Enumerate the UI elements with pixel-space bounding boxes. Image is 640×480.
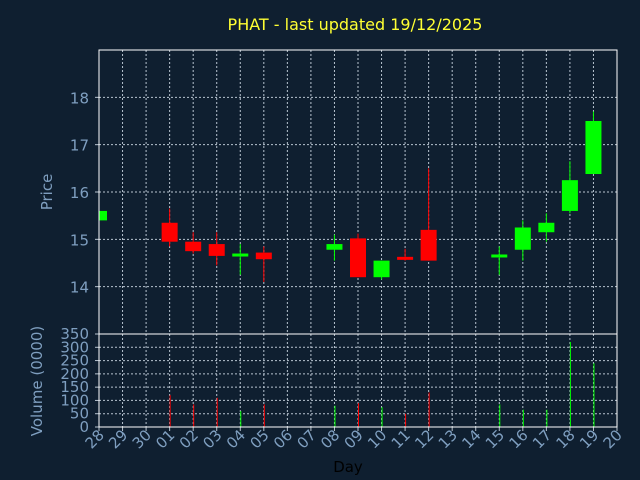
candle-body <box>514 227 531 250</box>
x-tick-label: 03 <box>199 426 225 452</box>
candle-body <box>232 253 249 257</box>
candle-body <box>350 238 366 278</box>
price-tick-label: 16 <box>70 184 89 202</box>
volume-tick-label: 100 <box>60 391 89 409</box>
x-tick-label: 09 <box>341 426 367 452</box>
x-tick-label: 17 <box>529 426 555 452</box>
candle-body <box>99 210 107 221</box>
x-tick-label: 19 <box>576 426 602 452</box>
candle-body <box>538 222 555 233</box>
volume-panel-frame <box>98 333 618 428</box>
x-tick-label: 15 <box>482 426 508 452</box>
candle-body <box>185 241 202 252</box>
candle-body <box>373 260 390 278</box>
x-tick-label: 14 <box>458 426 484 452</box>
candle-body <box>208 244 225 256</box>
volume-tick-label: 0 <box>79 418 89 436</box>
candle-body <box>420 229 437 261</box>
x-tick-label: 12 <box>411 426 437 452</box>
volume-tick-label: 250 <box>60 352 89 370</box>
volume-axis-label: Volume (0000) <box>28 326 46 436</box>
x-tick-label: 04 <box>223 426 249 452</box>
x-tick-label: 16 <box>505 426 531 452</box>
chart-title: PHAT - last updated 19/12/2025 <box>228 15 483 34</box>
x-tick-label: 07 <box>294 426 320 452</box>
candle-body <box>326 244 343 250</box>
x-tick-label: 29 <box>105 426 131 452</box>
candle-body <box>161 222 178 242</box>
x-tick-label: 08 <box>317 426 343 452</box>
x-tick-label: 20 <box>600 426 626 452</box>
x-tick-label: 11 <box>388 426 414 452</box>
volume-tick-label: 350 <box>60 325 89 343</box>
candlesticks <box>98 111 602 282</box>
volume-tick-label: 300 <box>60 338 89 356</box>
x-axis-label: Day <box>333 458 363 476</box>
candle-body <box>585 121 602 175</box>
candle-body <box>561 180 578 211</box>
x-tick-label: 01 <box>152 426 178 452</box>
price-axis-label: Price <box>38 174 56 211</box>
price-tick-label: 18 <box>70 89 89 107</box>
x-tick-label: 02 <box>176 426 202 452</box>
candle-body <box>491 254 508 258</box>
x-tick-label: 06 <box>270 426 296 452</box>
price-tick-label: 14 <box>70 279 89 297</box>
volume-tick-label: 50 <box>70 405 89 423</box>
volume-bars <box>169 341 595 427</box>
x-tick-label: 13 <box>435 426 461 452</box>
price-tick-label: 15 <box>70 231 89 249</box>
x-tick-label: 10 <box>364 426 390 452</box>
volume-tick-label: 200 <box>60 365 89 383</box>
x-tick-label: 05 <box>246 426 272 452</box>
volume-tick-label: 150 <box>60 378 89 396</box>
candle-body <box>397 256 414 260</box>
candle-body <box>255 252 272 260</box>
price-y-ticks: 14 15 16 17 18 <box>70 89 99 297</box>
x-tick-label: 30 <box>129 426 155 452</box>
x-axis-ticks: 2829300102030405060708091011121314151617… <box>82 426 626 452</box>
price-tick-label: 17 <box>70 137 89 155</box>
x-tick-label: 18 <box>553 426 579 452</box>
price-grid <box>98 50 618 334</box>
